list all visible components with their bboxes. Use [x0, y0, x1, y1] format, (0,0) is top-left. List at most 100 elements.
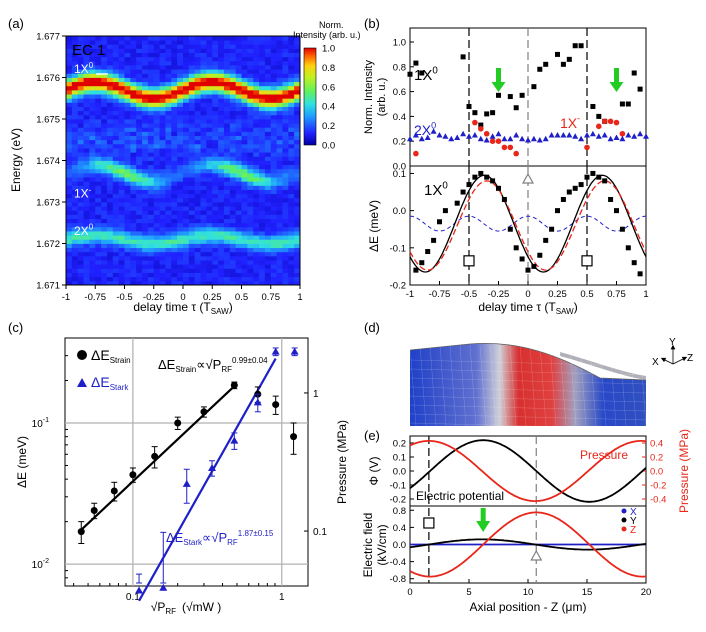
heatmap-cell — [106, 48, 114, 53]
y-tick-label: 0.1 — [393, 169, 406, 180]
heatmap-cell — [124, 139, 131, 145]
heatmap-cell — [89, 239, 96, 244]
heatmap-cell — [95, 235, 102, 240]
energy-shift-point — [442, 208, 448, 214]
heatmap-cell — [282, 185, 289, 190]
heatmap-cell — [294, 160, 301, 166]
heatmap-cell — [276, 44, 283, 49]
heatmap-cell — [188, 268, 196, 273]
heatmap-cell — [177, 193, 184, 199]
heatmap-cell — [130, 255, 137, 261]
heatmap-cell — [212, 164, 219, 170]
mesh-line — [409, 386, 647, 394]
heatmap-cell — [171, 143, 178, 149]
heatmap-cell — [77, 60, 84, 66]
heatmap-cell — [223, 69, 231, 74]
heatmap-cell — [159, 152, 166, 157]
heatmap-cell — [159, 44, 166, 49]
x-tick-label: 0 — [180, 292, 185, 303]
heatmap-cell — [89, 73, 96, 78]
heatmap-cell — [147, 276, 155, 282]
heatmap-cell — [241, 210, 248, 215]
heatmap-cell — [95, 148, 102, 153]
heatmap-cell — [241, 239, 248, 244]
heatmap-cell — [71, 160, 79, 166]
heatmap-cell — [118, 135, 125, 141]
heatmap-cell — [212, 119, 219, 124]
heatmap-cell — [171, 222, 178, 228]
heatmap-cell — [264, 193, 272, 199]
heatmap-cell — [142, 40, 149, 45]
heatmap-cell — [223, 255, 231, 261]
heatmap-cell — [112, 40, 120, 45]
heatmap-cell — [112, 202, 120, 207]
heatmap-cell — [171, 148, 178, 153]
heatmap-cell — [259, 60, 266, 66]
heatmap-cell — [223, 164, 231, 170]
y-tick-label: 1.677 — [36, 32, 60, 43]
strain-point — [200, 408, 208, 416]
heatmap-cell — [200, 255, 207, 261]
heatmap-cell — [200, 193, 207, 199]
heatmap-cell — [171, 106, 178, 112]
heatmap-cell — [159, 36, 166, 41]
heatmap-cell — [83, 235, 90, 240]
heatmap-cell — [206, 52, 213, 58]
heatmap-cell — [142, 143, 149, 149]
heatmap-cell — [270, 185, 277, 190]
displacement-surface — [410, 343, 646, 426]
heatmap-cell — [171, 114, 178, 120]
heatmap-cell — [206, 44, 213, 49]
heatmap-cell — [147, 135, 155, 141]
heatmap-cell — [124, 36, 131, 41]
heatmap-cell — [165, 119, 172, 124]
heatmap-cell — [241, 247, 248, 253]
heatmap-cell — [218, 164, 225, 170]
heatmap-cell — [101, 156, 108, 161]
heatmap-cell — [235, 272, 242, 278]
heatmap-cell — [71, 264, 79, 269]
heatmap-cell — [83, 131, 90, 136]
heatmap-cell — [264, 98, 272, 103]
heatmap-cell — [253, 94, 260, 99]
heatmap-cell — [89, 131, 96, 136]
heatmap-cell — [247, 48, 254, 53]
heatmap-cell — [282, 172, 289, 178]
heatmap-cell — [247, 52, 254, 58]
heatmap-cell — [124, 73, 131, 78]
heatmap-cell — [136, 102, 143, 107]
heatmap-cell — [259, 168, 266, 174]
heatmap-cell — [95, 98, 102, 103]
heatmap-cell — [288, 251, 295, 257]
heatmap-cell — [136, 127, 143, 132]
heatmap-cell — [282, 264, 289, 269]
heatmap-cell — [165, 123, 172, 128]
heatmap-cell — [188, 172, 196, 178]
heatmap-cell — [194, 193, 201, 199]
heatmap-cell — [270, 85, 277, 91]
heatmap-cell — [270, 280, 277, 286]
heatmap-cell — [147, 264, 155, 269]
heatmap-cell — [206, 148, 213, 153]
heatmap-cell — [247, 114, 254, 120]
heatmap-cell — [159, 89, 166, 95]
heatmap-cell — [159, 218, 166, 224]
heatmap-cell — [218, 44, 225, 49]
heatmap-cell — [142, 65, 149, 70]
heatmap-cell — [288, 255, 295, 261]
heatmap-cell — [241, 280, 248, 286]
heatmap-cell — [136, 181, 143, 186]
heatmap-cell — [270, 114, 277, 120]
heatmap-cell — [124, 243, 131, 249]
heatmap-cell — [194, 152, 201, 157]
heatmap-cell — [194, 226, 201, 232]
heatmap-cell — [89, 156, 96, 161]
heatmap-cell — [235, 251, 242, 257]
heatmap-cell — [206, 177, 213, 182]
heatmap-cell — [270, 181, 277, 186]
heatmap-cell — [77, 94, 84, 99]
heatmap-cell — [136, 110, 143, 116]
heatmap-cell — [188, 197, 196, 203]
heatmap-cell — [147, 65, 155, 70]
heatmap-cell — [77, 214, 84, 219]
